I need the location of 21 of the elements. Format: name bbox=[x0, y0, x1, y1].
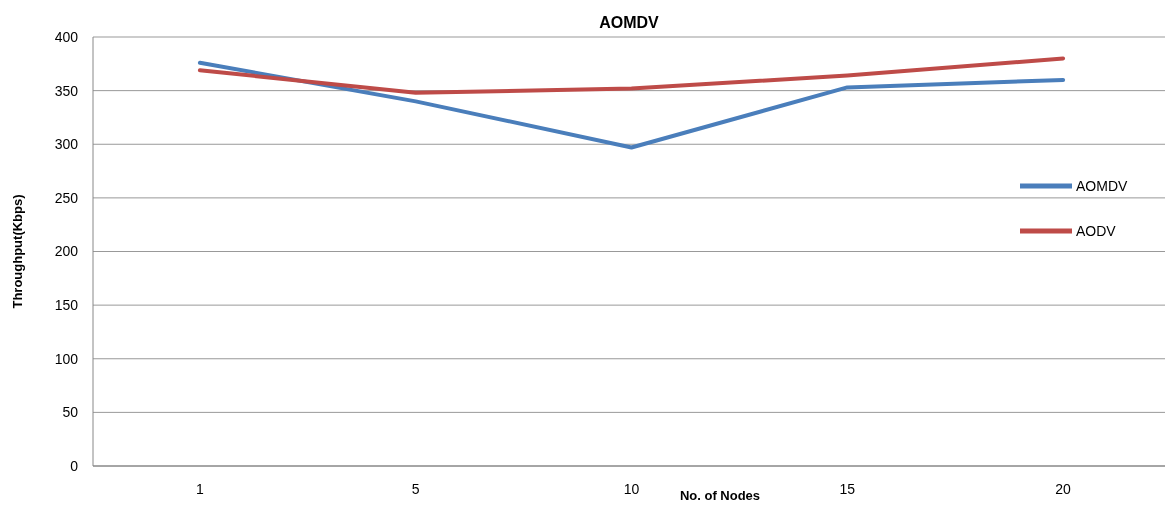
y-tick-label: 50 bbox=[62, 404, 79, 421]
x-tick-label: 1 bbox=[196, 481, 204, 497]
line-series bbox=[197, 56, 1066, 95]
x-axis-title: No. of Nodes bbox=[679, 488, 761, 503]
y-tick-label: 100 bbox=[54, 350, 79, 367]
y-axis-title: Throughput(Kbps) bbox=[10, 194, 25, 309]
x-tick-label: 15 bbox=[839, 481, 856, 497]
y-tick-label: 200 bbox=[54, 243, 79, 260]
x-tick-label: 20 bbox=[1055, 481, 1072, 497]
y-tick-label: 400 bbox=[54, 28, 79, 45]
y-tick-label: 150 bbox=[54, 297, 79, 314]
line-series bbox=[197, 60, 1066, 150]
chart-title: AOMDV bbox=[599, 14, 660, 31]
y-tick-label: 300 bbox=[54, 136, 79, 153]
y-tick-label: 250 bbox=[54, 189, 79, 206]
legend-label: AODV bbox=[1076, 222, 1117, 239]
x-tick-label: 5 bbox=[411, 481, 420, 497]
x-tick-label: 10 bbox=[623, 481, 640, 497]
y-tick-label: 0 bbox=[70, 457, 79, 474]
legend-label: AOMDV bbox=[1076, 177, 1128, 194]
y-tick-label: 350 bbox=[54, 82, 79, 99]
